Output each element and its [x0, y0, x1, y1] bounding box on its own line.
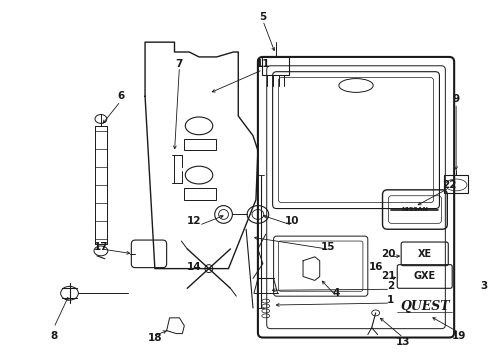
Text: 22: 22 — [442, 180, 457, 190]
Text: QUEST: QUEST — [400, 300, 449, 312]
Text: 13: 13 — [396, 337, 411, 347]
Text: 1: 1 — [387, 295, 394, 305]
Text: 16: 16 — [368, 262, 383, 272]
Text: 18: 18 — [147, 333, 162, 342]
Text: 21: 21 — [381, 271, 395, 282]
Bar — [184, 188, 216, 200]
Text: 19: 19 — [452, 330, 466, 341]
Text: 8: 8 — [50, 330, 57, 341]
Text: 5: 5 — [259, 12, 267, 22]
Text: 3: 3 — [480, 281, 487, 291]
Text: GXE: GXE — [414, 271, 436, 282]
Text: 15: 15 — [321, 242, 336, 252]
Text: 7: 7 — [176, 59, 183, 69]
Text: 17: 17 — [94, 242, 108, 252]
Bar — [184, 139, 216, 150]
Text: 4: 4 — [333, 288, 340, 298]
Text: 9: 9 — [453, 94, 460, 104]
Text: NISSAN: NISSAN — [401, 207, 428, 212]
Bar — [262, 57, 289, 75]
Text: 12: 12 — [187, 216, 201, 226]
Text: XE: XE — [417, 249, 432, 259]
Text: 20: 20 — [381, 249, 395, 259]
Text: 11: 11 — [256, 59, 270, 69]
Text: 6: 6 — [117, 91, 124, 101]
Bar — [444, 175, 468, 193]
Text: 2: 2 — [387, 281, 394, 291]
Text: 14: 14 — [187, 262, 201, 272]
Text: 10: 10 — [285, 216, 299, 226]
